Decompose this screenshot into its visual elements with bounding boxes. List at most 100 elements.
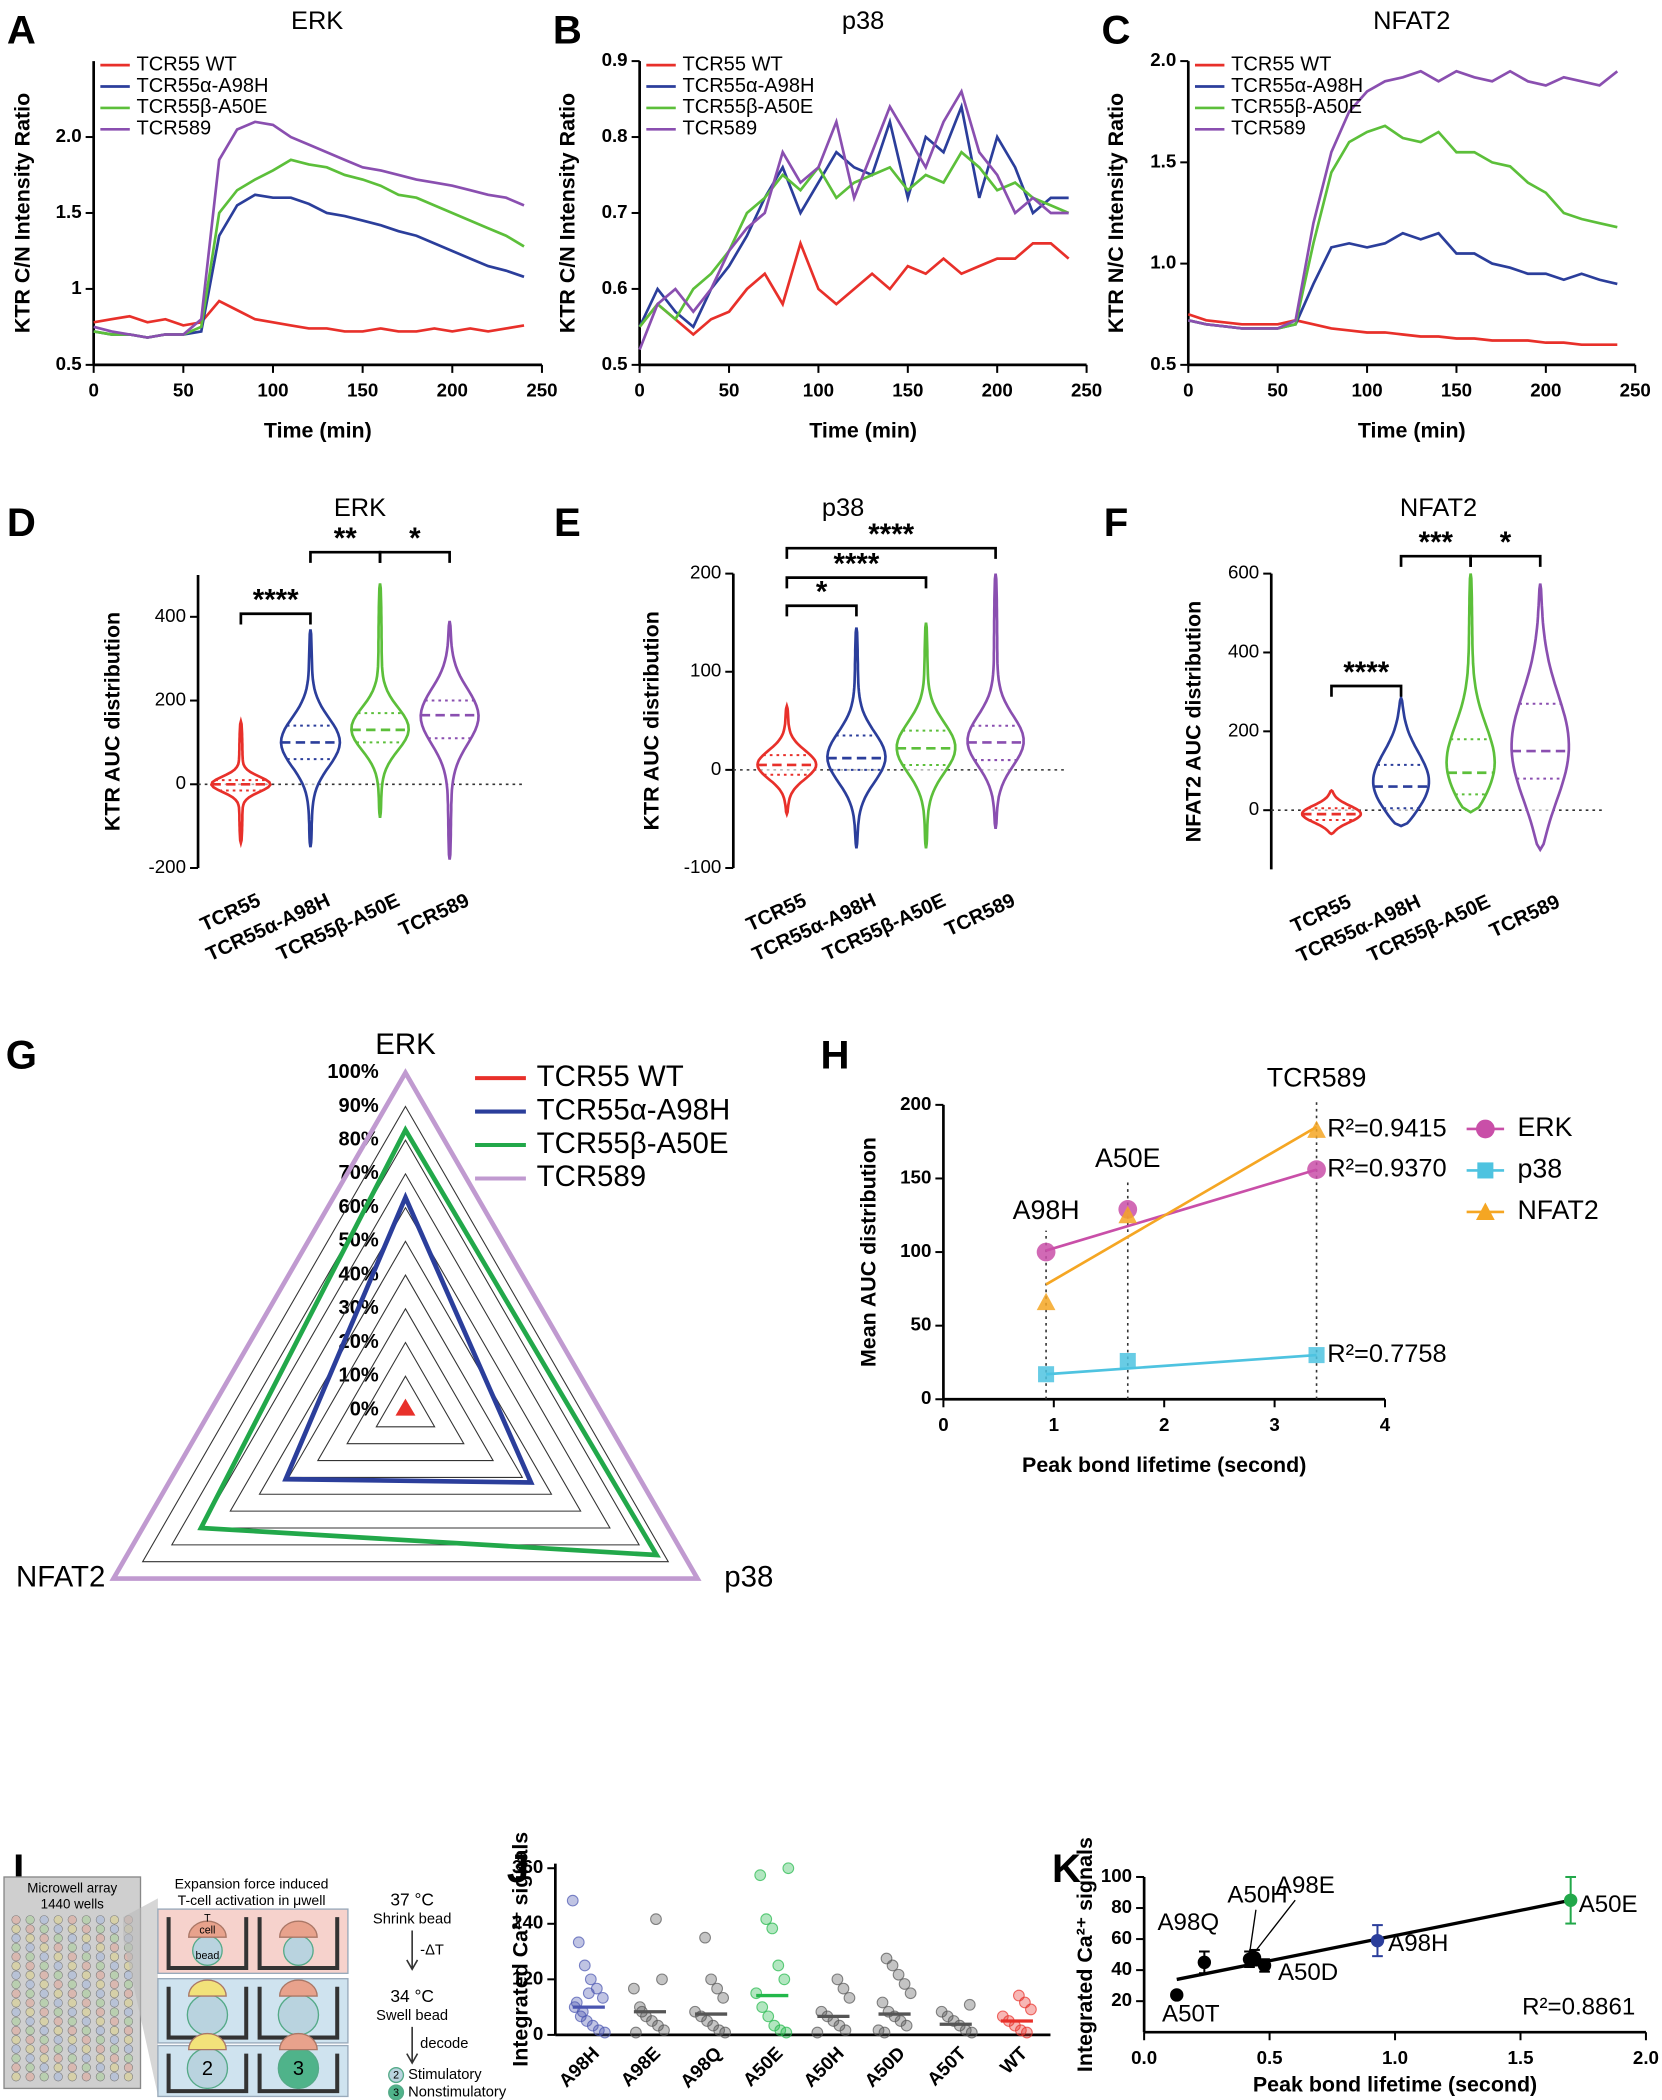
significance-label: ** xyxy=(334,522,357,555)
r2-label: R²=0.9370 xyxy=(1327,1154,1446,1182)
data-point xyxy=(772,1959,785,1972)
series-line xyxy=(638,239,1070,337)
data-point xyxy=(713,2024,726,2037)
y-tick-label: 0 xyxy=(176,772,186,793)
y-tick-label: 0.9 xyxy=(602,49,628,70)
panel-letter: C xyxy=(1102,8,1131,53)
microwell xyxy=(81,1933,91,1943)
microwell xyxy=(39,1933,49,1943)
microwell xyxy=(11,1998,21,2008)
data-point xyxy=(1025,2003,1037,2016)
y-axis-label: Integrated Ca²⁺ signals xyxy=(509,1832,533,2067)
chart-title: NFAT2 xyxy=(1400,494,1477,522)
microwell xyxy=(25,2026,35,2036)
y-tick-label: 240 xyxy=(512,1912,543,1933)
data-point xyxy=(774,2024,787,2037)
microwell xyxy=(53,2026,63,2036)
microwell xyxy=(53,2062,63,2073)
x-tick-label: A98Q xyxy=(676,2042,725,2091)
y-tick-label: 0.5 xyxy=(602,353,628,374)
microwell xyxy=(123,2044,134,2054)
microwell xyxy=(109,1952,119,1962)
leader-line xyxy=(1248,1909,1257,1954)
microwell xyxy=(39,2007,49,2017)
microwell xyxy=(11,1942,21,1953)
y-tick-label: 100 xyxy=(900,1240,931,1261)
x-axis-label: Peak bond lifetime (second) xyxy=(1022,1453,1306,1477)
x-axis-label: Time (min) xyxy=(264,418,372,442)
microwell xyxy=(53,2072,63,2082)
y-tick-label: 400 xyxy=(155,605,186,626)
cell-label: cell xyxy=(199,1924,215,1936)
microwell xyxy=(53,1998,63,2008)
marker xyxy=(1036,1292,1056,1311)
bead-code: 3 xyxy=(293,2058,304,2080)
data-point xyxy=(778,1973,791,1986)
point-label: A98H xyxy=(1388,1930,1448,1957)
violin-body xyxy=(350,583,411,819)
data-point xyxy=(652,2019,664,2032)
code-id: 2 xyxy=(393,2070,399,2082)
microwell xyxy=(95,2053,105,2063)
data-point xyxy=(699,1931,711,1944)
microwell xyxy=(109,1961,119,1971)
point-annotation: A98H xyxy=(1013,1195,1080,1225)
data-point xyxy=(843,1991,856,2004)
violin-body xyxy=(895,622,957,849)
significance-bracket xyxy=(785,576,928,589)
data-point xyxy=(650,1913,662,1926)
data-point xyxy=(941,2010,954,2023)
y-tick-label: 0.7 xyxy=(602,201,628,222)
radar-series xyxy=(109,1068,702,1581)
microwell xyxy=(95,2026,105,2036)
microwell xyxy=(11,1915,21,1925)
microwell xyxy=(53,1924,63,1934)
microwell xyxy=(39,1961,49,1971)
legend-label: TCR55α-A98H xyxy=(682,75,814,97)
violin-body xyxy=(1445,573,1497,814)
data-point xyxy=(782,1862,795,1875)
axis-label: p38 xyxy=(724,1560,773,1593)
microwell xyxy=(95,1942,105,1953)
grid-ring xyxy=(346,1341,465,1445)
microwell xyxy=(95,1933,105,1943)
microwell xyxy=(109,1933,119,1943)
y-axis-label: Mean AUC distribution xyxy=(856,1137,880,1367)
microwell xyxy=(39,1924,49,1934)
y-tick-label: 0 xyxy=(921,1387,931,1408)
code-badge xyxy=(388,2067,405,2084)
microwell xyxy=(39,2072,49,2082)
microwell xyxy=(109,1979,119,1989)
x-tick-label: 100 xyxy=(803,380,834,401)
y-tick-label: 0.6 xyxy=(602,277,628,298)
microwell xyxy=(67,2007,77,2017)
x-tick-label: WT xyxy=(996,2042,1032,2078)
legend-label: TCR589 xyxy=(1231,118,1306,140)
grid-ring xyxy=(258,1240,553,1495)
microwell xyxy=(39,1998,49,2008)
microwell xyxy=(53,1915,63,1925)
data-point xyxy=(596,1991,609,2004)
stage-panel xyxy=(157,1978,349,2044)
microwell xyxy=(25,2072,35,2082)
x-tick-label: 1 xyxy=(1049,1414,1059,1435)
microwell xyxy=(81,2035,91,2045)
microwell xyxy=(109,2035,119,2045)
violin-body xyxy=(1300,788,1363,836)
x-tick-label: 250 xyxy=(1620,380,1651,401)
microwell xyxy=(11,1970,21,1980)
panel-letter: D xyxy=(7,500,36,545)
data-point xyxy=(646,2015,658,2027)
code-id: 3 xyxy=(393,2087,399,2099)
bead xyxy=(283,1935,314,1966)
significance-label: **** xyxy=(834,547,880,580)
significance-bracket xyxy=(785,546,997,559)
microwell xyxy=(11,2072,21,2082)
microwell xyxy=(95,2072,105,2082)
grid-ring xyxy=(200,1172,611,1529)
y-tick-label: 80 xyxy=(1111,1896,1132,1917)
microwell xyxy=(67,2062,77,2073)
y-axis-label: KTR N/C Intensity Ratio xyxy=(1104,93,1128,333)
data-point xyxy=(892,1968,905,1981)
